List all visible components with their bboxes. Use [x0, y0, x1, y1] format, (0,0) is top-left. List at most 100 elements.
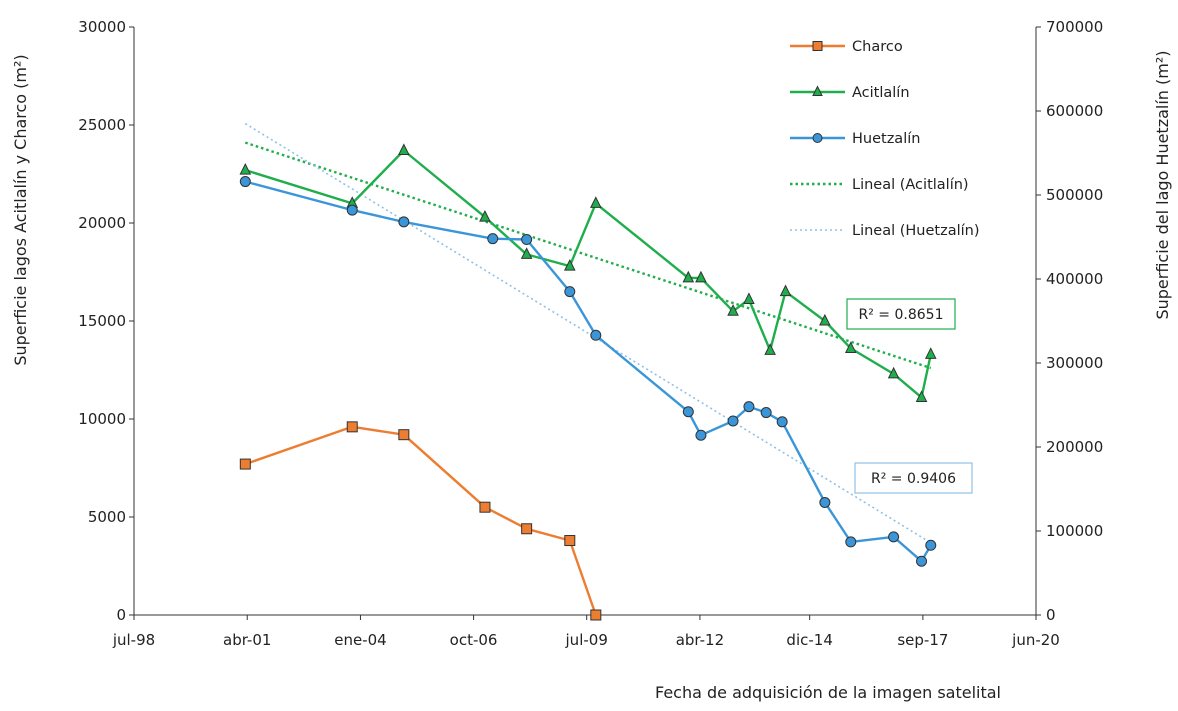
trendline	[244, 141, 932, 370]
data-point	[915, 390, 928, 402]
axes: 0500010000150002000025000300000100000200…	[78, 18, 1103, 649]
data-series	[239, 143, 937, 621]
x-tick-label: jul-98	[112, 631, 155, 649]
y-left-tick-label: 25000	[78, 116, 126, 134]
data-point	[727, 415, 739, 427]
data-point	[695, 270, 707, 283]
data-point	[398, 216, 410, 228]
data-point	[239, 162, 252, 175]
data-point	[520, 247, 533, 259]
data-point	[925, 539, 937, 551]
data-point	[743, 401, 755, 413]
x-tick-label: abr-12	[676, 631, 724, 649]
data-point	[845, 536, 857, 548]
y-left-tick-label: 30000	[78, 18, 126, 36]
series-line	[244, 425, 597, 616]
series-huetzal-n	[239, 176, 937, 567]
data-point	[819, 313, 831, 326]
data-point	[887, 366, 900, 379]
x-tick-label: jul-09	[565, 631, 608, 649]
series-charco	[239, 421, 602, 621]
series-line	[244, 149, 932, 399]
data-point	[682, 406, 694, 418]
data-point	[479, 210, 491, 222]
r-squared-box	[846, 298, 956, 330]
r-squared-text: R² = 0.9406	[871, 471, 956, 487]
data-point	[764, 343, 776, 355]
y-right-tick-label: 200000	[1046, 438, 1103, 456]
legend-label: Huetzalín	[852, 131, 920, 147]
legend-label: Charco	[852, 39, 903, 55]
data-point	[521, 523, 533, 535]
data-point	[916, 555, 928, 567]
data-point	[844, 341, 857, 353]
data-point	[398, 429, 410, 441]
data-point	[590, 609, 602, 621]
r-squared-box	[854, 462, 973, 494]
data-point	[239, 458, 251, 470]
data-point	[590, 329, 602, 341]
data-point	[346, 421, 358, 433]
r-squared-label: R² = 0.8651	[846, 298, 956, 330]
data-point	[346, 204, 358, 216]
legend-item: Lineal (Acitlalín)	[790, 177, 969, 193]
data-point	[239, 176, 251, 188]
data-point	[727, 304, 739, 316]
data-point	[924, 347, 937, 359]
y-right-tick-label: 100000	[1046, 522, 1103, 540]
series-acitlal-n	[239, 143, 937, 402]
y-right-tick-label: 0	[1046, 606, 1056, 624]
y-left-tick-label: 15000	[78, 312, 126, 330]
data-point	[888, 531, 900, 543]
trendline	[244, 122, 932, 544]
y-right-tick-label: 300000	[1046, 354, 1103, 372]
y-right-tick-label: 400000	[1046, 270, 1103, 288]
r-squared-label: R² = 0.9406	[854, 462, 973, 494]
legend-item: Charco	[790, 39, 903, 55]
data-point	[819, 496, 831, 508]
legend-label: Lineal (Huetzalín)	[852, 223, 980, 239]
data-point	[812, 133, 823, 143]
legend: Charco Acitlalín Huetzalín Lineal (Acitlalí…	[790, 39, 980, 239]
data-point	[564, 286, 576, 298]
data-point	[563, 259, 576, 271]
data-point	[682, 270, 695, 283]
data-point	[590, 196, 602, 208]
x-tick-label: oct-06	[450, 631, 498, 649]
trendlines	[244, 122, 932, 544]
y-left-tick-label: 5000	[88, 508, 126, 526]
data-point	[812, 41, 823, 51]
data-point	[812, 85, 823, 96]
y-right-tick-label: 600000	[1046, 102, 1103, 120]
data-point	[779, 284, 792, 297]
x-tick-label: sep-17	[897, 631, 948, 649]
data-point	[398, 143, 410, 155]
x-tick-label: dic-14	[786, 631, 832, 649]
x-tick-label: jun-20	[1011, 631, 1060, 649]
r-squared-labels: R² = 0.8651 R² = 0.9406	[846, 298, 973, 494]
data-point	[695, 429, 707, 441]
data-point	[521, 234, 533, 246]
data-point	[487, 233, 499, 245]
data-point	[479, 501, 491, 513]
data-point	[760, 407, 772, 419]
x-tick-label: abr-01	[223, 631, 271, 649]
series-line	[244, 180, 932, 563]
data-point	[564, 535, 576, 547]
y-axis-left-title: Superficie lagos Acitlalín y Charco (m²)	[11, 54, 30, 365]
data-point	[743, 292, 755, 304]
legend-label: Lineal (Acitlalín)	[852, 177, 969, 193]
legend-label: Acitlalín	[852, 85, 910, 101]
y-left-tick-label: 0	[116, 606, 126, 624]
y-right-tick-label: 700000	[1046, 18, 1103, 36]
r-squared-text: R² = 0.8651	[859, 307, 944, 323]
y-axis-right-title: Superficie del lago Huetzalín (m²)	[1153, 50, 1172, 319]
data-point	[776, 416, 788, 428]
legend-item: Huetzalín	[790, 131, 920, 147]
x-axis-title: Fecha de adquisición de la imagen sateli…	[655, 683, 1001, 702]
y-right-tick-label: 500000	[1046, 186, 1103, 204]
y-left-tick-label: 20000	[78, 214, 126, 232]
legend-item: Acitlalín	[790, 85, 910, 101]
